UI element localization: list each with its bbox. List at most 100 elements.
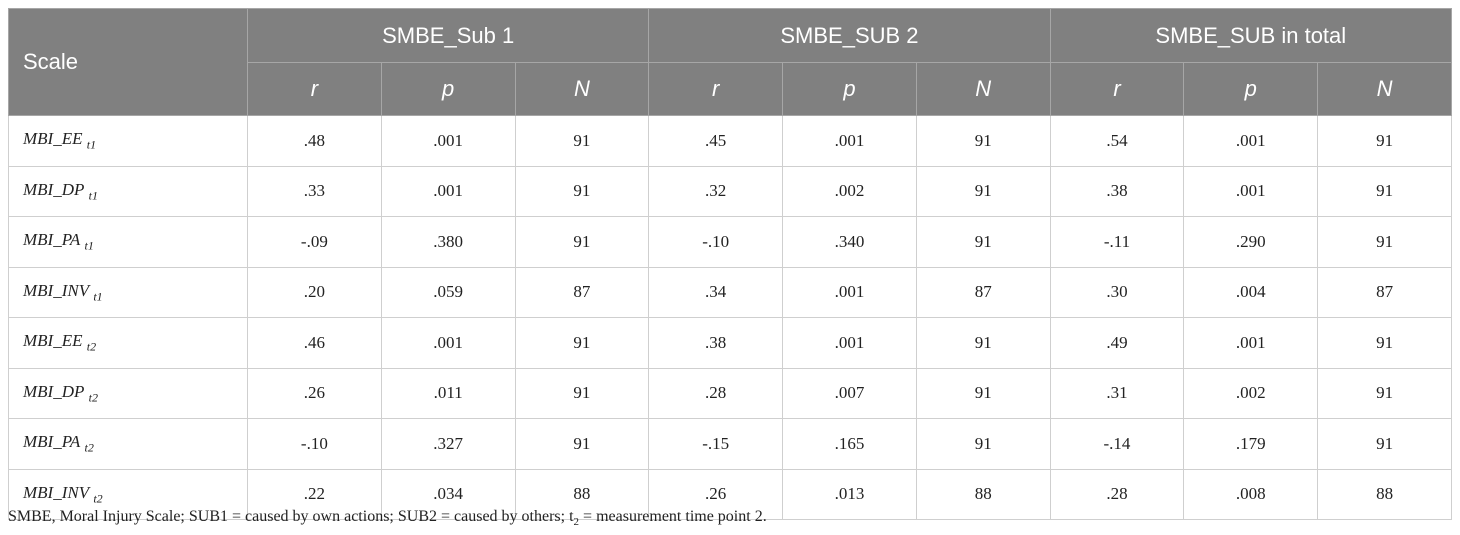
table-row: MBI_EE t1.48.001 91.45.001 91.54.001 91	[8, 115, 1452, 167]
cell: .380	[380, 216, 516, 268]
scale-header: Scale	[8, 8, 248, 116]
data-table: Scale SMBE_Sub 1 SMBE_SUB 2 SMBE_SUB in tot…	[8, 8, 1453, 520]
row-label: MBI_EE t1	[8, 115, 248, 167]
group-header: SMBE_Sub 1	[246, 8, 650, 63]
cell: .28	[648, 367, 784, 419]
cell: 91	[915, 367, 1051, 419]
table-head: Scale SMBE_Sub 1 SMBE_SUB 2 SMBE_SUB in tot…	[8, 8, 1453, 116]
table-row: MBI_INV t2.22.034 88.26.013 88.28.008 88	[8, 468, 1452, 520]
cell: .001	[1183, 165, 1319, 217]
row-label: MBI_PA t2	[8, 418, 248, 470]
cell: .327	[380, 418, 516, 470]
cell: 91	[915, 418, 1051, 470]
cell: 87	[915, 266, 1051, 318]
table-row: MBI_PA t1 -.09.380 91 -.10.340 91 -.11.290 91	[8, 216, 1452, 268]
cell: .001	[380, 165, 516, 217]
time-subscript: t2	[84, 440, 94, 455]
header-row: Scale SMBE_Sub 1 SMBE_SUB 2 SMBE_SUB in tot…	[8, 8, 1453, 116]
cell: 91	[514, 418, 650, 470]
table-container: Scale SMBE_Sub 1 SMBE_SUB 2 SMBE_SUB in tot…	[8, 8, 1453, 520]
cell: -.09	[247, 216, 382, 268]
cell: .290	[1183, 216, 1319, 268]
time-subscript: t1	[88, 187, 98, 202]
row-label: MBI_DP t2	[8, 367, 248, 419]
cell: .22	[247, 468, 382, 520]
cell: 87	[1317, 266, 1452, 318]
cell: 91	[915, 115, 1051, 167]
footnote: SMBE, Moral Injury Scale; SUB1 = caused …	[8, 508, 767, 528]
scale-name: MBI_INV	[23, 280, 90, 300]
cell: .26	[247, 367, 382, 419]
table-row: MBI_DP t2.26.011 91.28.007 91.31.002 91	[8, 367, 1452, 419]
cell: .008	[1183, 468, 1319, 520]
cell: .004	[1183, 266, 1319, 318]
cell: 91	[514, 115, 650, 167]
cell: .38	[1049, 165, 1185, 217]
cell: .001	[380, 115, 516, 167]
cell: .001	[782, 115, 917, 167]
cell: .38	[648, 317, 784, 369]
cell: .011	[380, 367, 516, 419]
cell: .002	[1183, 367, 1319, 419]
time-subscript: t2	[88, 389, 98, 404]
cell: 91	[1317, 165, 1452, 217]
row-label: MBI_EE t2	[8, 317, 248, 369]
cell: 87	[514, 266, 650, 318]
cell: 88	[1317, 468, 1452, 520]
time-subscript: t1	[93, 288, 103, 303]
cell: .001	[782, 266, 917, 318]
row-label: MBI_PA t1	[8, 216, 248, 268]
cell: 91	[514, 165, 650, 217]
footnote-text: SMBE, Moral Injury Scale; SUB1 = caused …	[8, 508, 574, 525]
cell: .28	[1049, 468, 1185, 520]
cell: .54	[1049, 115, 1185, 167]
cell: 91	[1317, 216, 1452, 268]
cell: .49	[1049, 317, 1185, 369]
cell: 91	[1317, 115, 1452, 167]
row-label: MBI_INV t1	[8, 266, 248, 318]
cell: .20	[247, 266, 382, 318]
cell: 91	[514, 216, 650, 268]
time-subscript: t1	[86, 137, 97, 152]
row-label: MBI_DP t1	[8, 165, 248, 217]
cell: 91	[915, 317, 1051, 369]
cell: .33	[247, 165, 382, 217]
column-header: r	[648, 62, 784, 116]
scale-name: MBI_EE	[23, 129, 83, 149]
cell: .165	[782, 418, 917, 470]
table-row: MBI_DP t1.33.001 91.32.002 91.38.001 91	[8, 165, 1452, 217]
table-row: MBI_EE t2.46.001 91.38.001 91.49.001 91	[8, 317, 1452, 369]
footnote-text: = measurement time point 2.	[579, 508, 767, 525]
cell: 91	[514, 367, 650, 419]
column-header: N	[1317, 62, 1452, 116]
column-header: p	[380, 62, 516, 116]
cell: 88	[915, 468, 1051, 520]
cell: .179	[1183, 418, 1319, 470]
cell: -.15	[648, 418, 784, 470]
cell: .340	[782, 216, 917, 268]
time-subscript: t2	[86, 339, 97, 354]
cell: 91	[1317, 317, 1452, 369]
cell: 91	[915, 165, 1051, 217]
cell: .30	[1049, 266, 1185, 318]
cell: .001	[1183, 317, 1319, 369]
cell: .059	[380, 266, 516, 318]
cell: -.10	[648, 216, 784, 268]
scale-name: MBI_INV	[23, 482, 90, 502]
cell: .013	[782, 468, 917, 520]
scale-name: MBI_PA	[23, 230, 81, 250]
table-row: MBI_PA t2 -.10.327 91 -.15.165 91 -.14.179 91	[8, 418, 1452, 470]
column-header: N	[514, 62, 650, 116]
cell: .002	[782, 165, 917, 217]
time-subscript: t1	[84, 238, 94, 253]
cell: 91	[514, 317, 650, 369]
cell: .001	[1183, 115, 1319, 167]
table-body: MBI_EE t1.48.001 91.45.001 91.54.001 91 MBI_…	[8, 115, 1452, 520]
group-header: SMBE_SUB in total	[1049, 8, 1453, 63]
cell: .48	[247, 115, 382, 167]
cell: .31	[1049, 367, 1185, 419]
scale-name: MBI_PA	[23, 432, 81, 452]
cell: .45	[648, 115, 784, 167]
column-header: p	[1183, 62, 1319, 116]
